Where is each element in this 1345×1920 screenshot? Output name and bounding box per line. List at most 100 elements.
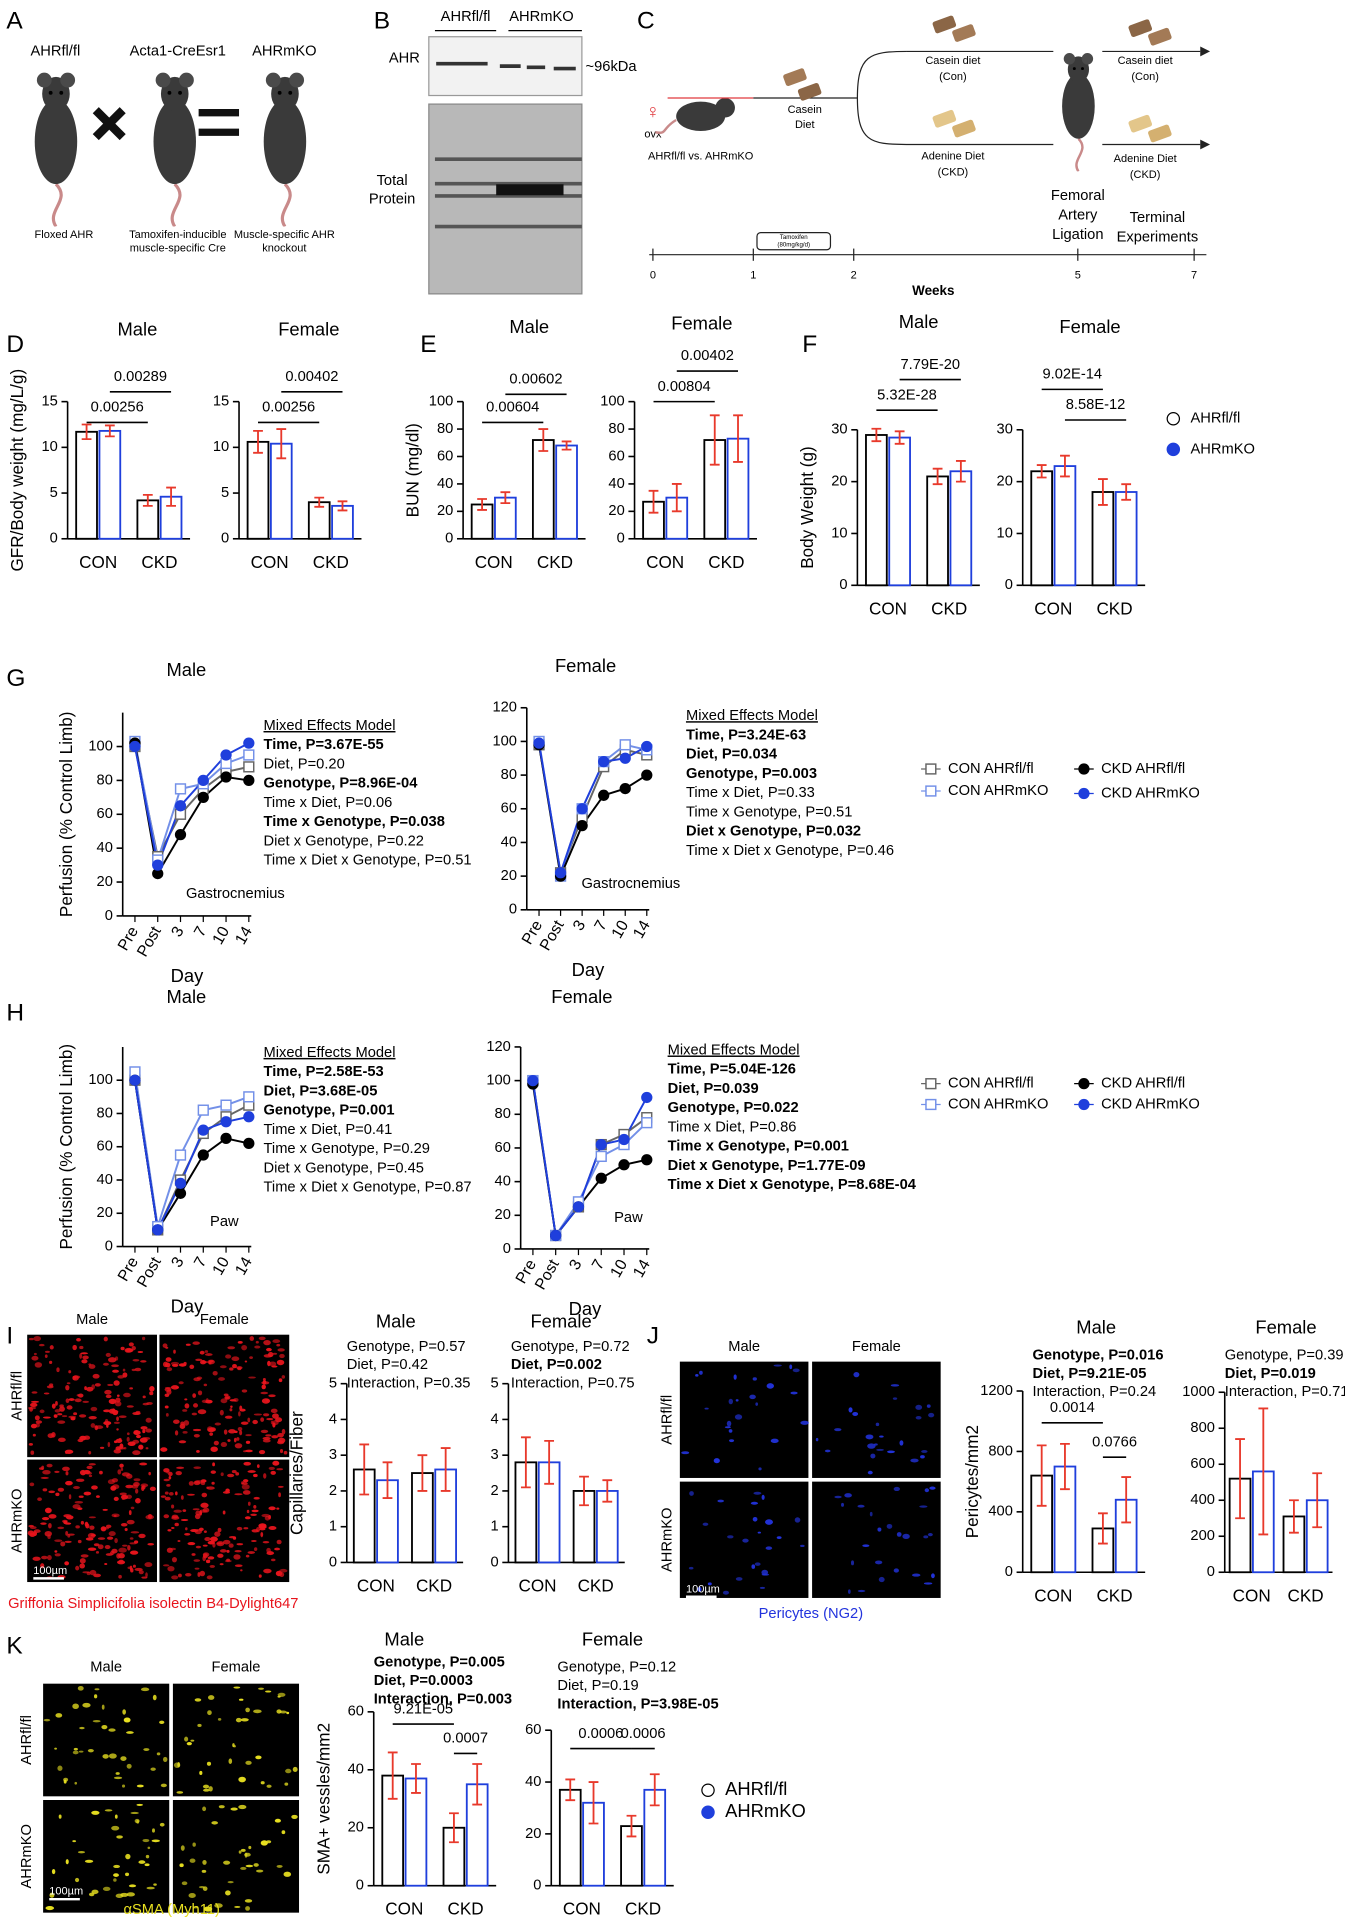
y-tick-label: 30 bbox=[997, 422, 1013, 438]
stain-signal bbox=[57, 1413, 63, 1416]
stain-signal bbox=[136, 1784, 144, 1788]
y-tick-label: 60 bbox=[608, 448, 624, 464]
stain-signal bbox=[834, 1428, 842, 1432]
stain-signal bbox=[201, 1492, 208, 1498]
stat-line: Time, P=2.58E-53 bbox=[264, 1064, 384, 1080]
micrograph bbox=[172, 1683, 300, 1797]
stat-line: Interaction, P=0.35 bbox=[347, 1376, 471, 1392]
mouse bbox=[1060, 51, 1097, 172]
stain-signal bbox=[180, 1845, 185, 1851]
stat-line: Diet, P=0.42 bbox=[347, 1357, 428, 1373]
stain-signal bbox=[198, 1885, 205, 1889]
stain-signal bbox=[92, 1720, 101, 1723]
stain-signal bbox=[72, 1375, 77, 1381]
stain-signal bbox=[792, 1368, 800, 1373]
stain-signal bbox=[267, 1352, 274, 1358]
chart-title: Male bbox=[384, 1629, 424, 1650]
error-bar bbox=[871, 427, 882, 443]
stain-signal bbox=[841, 1502, 844, 1507]
stain-signal bbox=[824, 1449, 831, 1453]
stain-signal bbox=[111, 1364, 119, 1368]
scale-bar-label: 100µm bbox=[49, 1886, 83, 1898]
stain-signal bbox=[108, 1728, 116, 1732]
y-tick-label: 40 bbox=[495, 1174, 511, 1190]
stain-signal bbox=[270, 1558, 276, 1562]
stain-signal bbox=[223, 1860, 231, 1865]
chart-title: Female bbox=[278, 318, 339, 339]
scale-bar-label: 100µm bbox=[686, 1583, 720, 1595]
stain-signal bbox=[245, 1864, 254, 1868]
panel-label: D bbox=[6, 331, 24, 358]
y-tick-label: 10 bbox=[997, 525, 1013, 541]
stain-signal bbox=[136, 1803, 143, 1806]
stain-signal bbox=[242, 1490, 251, 1495]
stain-signal bbox=[65, 1398, 70, 1404]
x-tick-label: 3 bbox=[168, 1254, 187, 1270]
stain-signal bbox=[765, 1546, 773, 1550]
y-tick-label: 5 bbox=[329, 1376, 337, 1392]
comparison-label: 7.79E-20 bbox=[900, 357, 960, 373]
stat-line: Time x Genotype, P=0.001 bbox=[668, 1139, 849, 1155]
stain-signal bbox=[252, 1419, 258, 1425]
stain-signal bbox=[105, 1394, 112, 1399]
stain-signal bbox=[62, 1466, 70, 1472]
stain-signal bbox=[266, 1551, 275, 1556]
stain-signal bbox=[57, 1420, 66, 1424]
stain-signal bbox=[135, 1488, 139, 1494]
stain-signal bbox=[124, 1527, 128, 1532]
stain-signal bbox=[79, 1563, 86, 1569]
stain-signal bbox=[268, 1394, 276, 1398]
stain-signal bbox=[175, 1491, 178, 1496]
stain-signal bbox=[54, 1539, 63, 1542]
stain-signal bbox=[726, 1420, 732, 1427]
y-tick-label: 0 bbox=[105, 908, 113, 924]
stain-signal bbox=[258, 1574, 262, 1578]
stain-signal bbox=[94, 1383, 101, 1387]
caption: knockout bbox=[262, 242, 306, 254]
stain-signal bbox=[121, 1497, 125, 1500]
comparison-label: 5.32E-28 bbox=[877, 387, 937, 403]
stain-signal bbox=[123, 1446, 127, 1450]
y-tick-label: 3 bbox=[490, 1447, 498, 1463]
stain-signal bbox=[115, 1438, 123, 1444]
y-tick-label: 0 bbox=[533, 1878, 541, 1894]
marker bbox=[197, 791, 209, 803]
stat-line: Time, P=5.04E-126 bbox=[668, 1062, 796, 1078]
x-tick-label: CKD bbox=[416, 1575, 452, 1595]
stain-signal bbox=[142, 1336, 146, 1341]
stain-signal bbox=[236, 1437, 240, 1441]
stain-signal bbox=[104, 1389, 112, 1395]
image-column-label: Male bbox=[76, 1312, 108, 1328]
bar bbox=[1030, 470, 1054, 587]
endpoint: Experiments bbox=[1117, 229, 1199, 245]
stain-signal bbox=[61, 1415, 68, 1418]
stain-signal bbox=[129, 1387, 133, 1390]
error-bar bbox=[544, 1439, 555, 1485]
stain-signal bbox=[276, 1539, 282, 1545]
marker bbox=[197, 1104, 209, 1116]
y-tick-label: 100 bbox=[486, 1072, 511, 1088]
stain-signal bbox=[875, 1422, 880, 1427]
stain-signal bbox=[182, 1409, 188, 1412]
y-tick-label: 0 bbox=[503, 1241, 511, 1257]
stain-signal bbox=[188, 1893, 196, 1899]
marker bbox=[554, 867, 567, 879]
stain-signal bbox=[37, 1497, 42, 1502]
marker bbox=[641, 1154, 653, 1166]
stain-signal bbox=[70, 1416, 76, 1421]
stain-signal bbox=[51, 1868, 56, 1875]
stain-signal bbox=[119, 1463, 124, 1468]
stain-signal bbox=[742, 1538, 749, 1543]
stain-signal bbox=[153, 1883, 157, 1886]
x-tick-label: 7 bbox=[592, 918, 611, 934]
y-axis-label: SMA+ vessles/mm2 bbox=[313, 1723, 333, 1875]
stain-signal bbox=[35, 1420, 43, 1424]
stain-signal bbox=[238, 1698, 244, 1701]
stain-signal bbox=[203, 1906, 213, 1912]
timeline-label: Weeks bbox=[912, 283, 954, 298]
x-tick-label: CKD bbox=[313, 552, 349, 572]
stain-signal bbox=[184, 1736, 189, 1742]
stain-signal bbox=[277, 1432, 284, 1438]
stain-signal bbox=[235, 1472, 240, 1476]
stain-signal bbox=[159, 1822, 165, 1827]
